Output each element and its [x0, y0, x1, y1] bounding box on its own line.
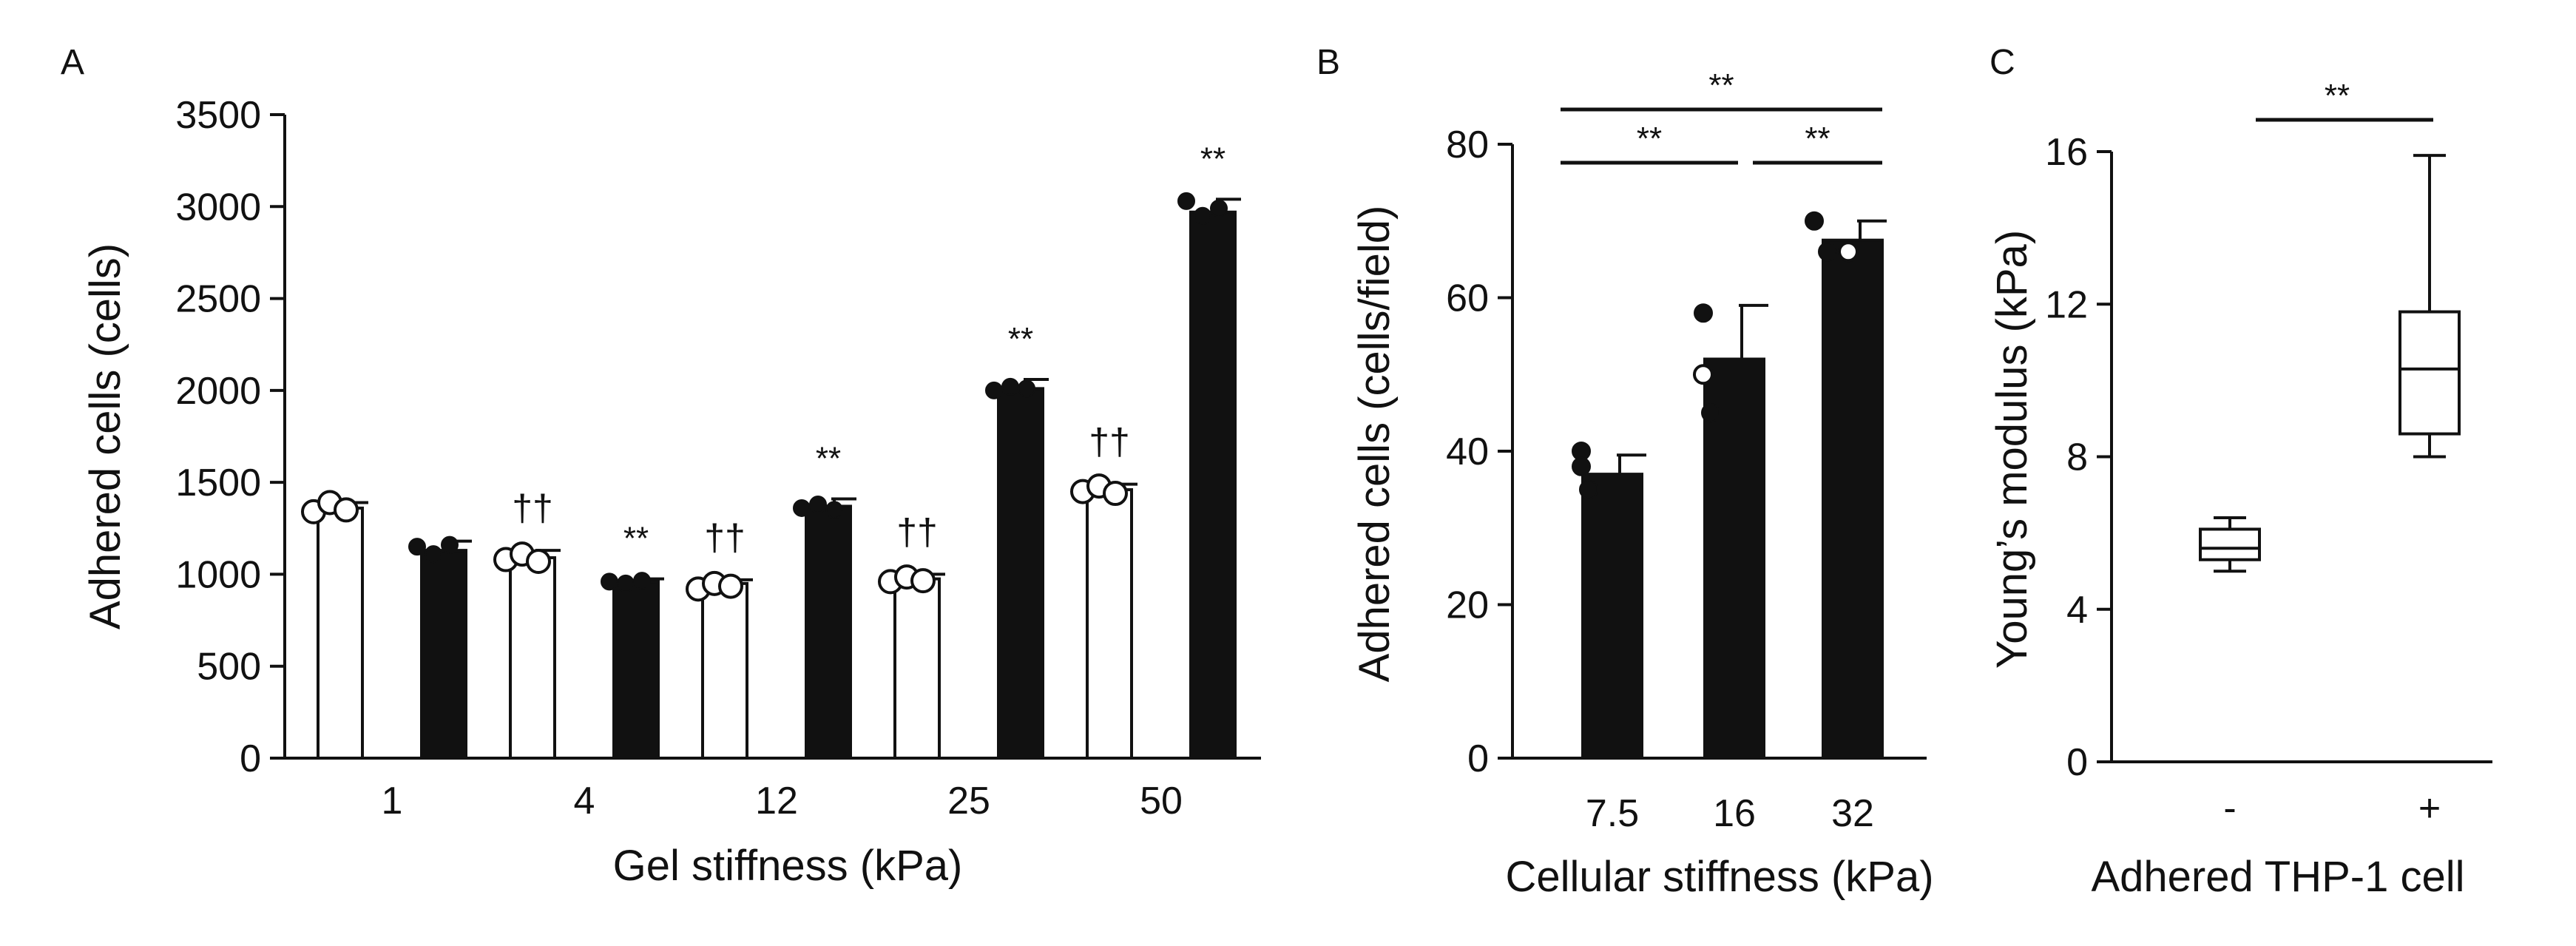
- bar-black: [1189, 210, 1237, 760]
- y-tick-label: 12: [2045, 283, 2088, 326]
- x-tick-label: 25: [947, 780, 990, 822]
- y-tick-label: 500: [197, 646, 261, 689]
- bar-black: [612, 580, 660, 760]
- y-tick-label: 40: [1446, 430, 1489, 473]
- y-tick-label: 16: [2045, 131, 2088, 174]
- significance-annotation: **: [1805, 121, 1830, 157]
- dagger-annotation: ††: [1089, 422, 1130, 463]
- y-tick-label: 1500: [175, 462, 261, 504]
- data-point: [1572, 456, 1591, 476]
- x-axis-title: Adhered THP-1 cell: [2091, 853, 2464, 901]
- data-point: [601, 572, 618, 591]
- y-tick-label: 2500: [175, 278, 261, 321]
- data-point: [441, 535, 459, 554]
- panel-a: A 0 500 1000 1500 2000 2500 3000 3500 Adhered cel…: [61, 43, 1261, 890]
- panel-label: B: [1316, 43, 1340, 82]
- data-point: [408, 538, 426, 556]
- x-tick-label: 1: [382, 780, 403, 822]
- y-tick-label: 3500: [175, 94, 261, 137]
- y-tick-label: 0: [2066, 741, 2088, 784]
- data-point: [1018, 379, 1035, 398]
- bar-white: [317, 506, 364, 760]
- y-tick-label: 1000: [175, 553, 261, 596]
- bar-white: [509, 556, 556, 760]
- y-tick-label: 60: [1446, 277, 1489, 320]
- x-tick-label: 16: [1713, 792, 1756, 835]
- data-point: [1838, 241, 1859, 263]
- data-point: [1693, 364, 1714, 385]
- y-tick-label: 3000: [175, 186, 261, 229]
- bar-black: [420, 549, 467, 760]
- significance-annotation: **: [2325, 78, 2350, 114]
- significance-annotation: **: [1008, 321, 1033, 357]
- y-tick-label: 4: [2066, 589, 2088, 632]
- data-point: [633, 572, 651, 590]
- y-tick-label: 8: [2066, 436, 2088, 479]
- x-axis-title: Cellular stiffness (kPa): [1505, 853, 1933, 901]
- y-tick-label: 0: [240, 737, 261, 780]
- panel-label: A: [61, 43, 84, 82]
- data-point: [1694, 303, 1713, 323]
- data-point: [1177, 192, 1195, 210]
- x-tick-label: 12: [755, 780, 798, 822]
- panel-label: C: [1990, 43, 2015, 82]
- dagger-annotation: ††: [896, 511, 938, 553]
- bar-white: [1086, 488, 1133, 760]
- y-axis-title: Adhered cells (cells): [81, 243, 129, 629]
- data-point: [825, 501, 843, 519]
- bar: [1822, 238, 1884, 760]
- bar: [1703, 357, 1765, 760]
- data-point: [425, 545, 442, 564]
- bar-white: [893, 577, 941, 760]
- dagger-annotation: ††: [704, 517, 746, 558]
- data-point: [793, 499, 811, 517]
- box: [2199, 527, 2261, 561]
- y-axis-title: Adhered cells (cells/field): [1350, 206, 1399, 683]
- x-tick-label: 32: [1831, 792, 1874, 835]
- data-point: [718, 573, 743, 599]
- data-point: [985, 381, 1003, 399]
- box: [2398, 310, 2461, 436]
- y-tick-label: 20: [1446, 584, 1489, 627]
- data-point: [617, 574, 635, 592]
- data-point: [1579, 479, 1598, 499]
- bar-black: [997, 387, 1044, 760]
- significance-annotation: **: [1637, 121, 1662, 157]
- significance-annotation: **: [816, 441, 841, 477]
- significance-annotation: **: [623, 521, 649, 557]
- x-tick-label: -: [2223, 787, 2236, 830]
- data-point: [1818, 242, 1837, 262]
- significance-annotation: **: [1708, 67, 1734, 104]
- data-point: [526, 549, 551, 575]
- significance-annotation: **: [1200, 141, 1226, 177]
- data-point: [1103, 481, 1128, 507]
- x-tick-label: 4: [574, 780, 595, 822]
- panel-b: B 0 20 40 60 80 Adhered cells (cells/field) Cel…: [1316, 43, 1934, 901]
- x-tick-label: +: [2418, 787, 2441, 830]
- dagger-annotation: ††: [512, 487, 553, 529]
- data-point: [1701, 403, 1720, 423]
- x-tick-label: 7.5: [1586, 792, 1639, 835]
- bar-black: [805, 504, 852, 760]
- bar: [1581, 473, 1643, 760]
- data-point: [1210, 199, 1228, 217]
- y-tick-label: 0: [1467, 737, 1489, 780]
- data-point: [809, 495, 827, 513]
- y-tick-label: 2000: [175, 370, 261, 413]
- bar-white: [701, 581, 748, 760]
- panel-c: C 0 4 8 12 16 Young’s modulus (kPa) Adhered THP…: [1988, 43, 2492, 901]
- data-point: [1001, 377, 1019, 396]
- data-point: [334, 497, 359, 523]
- x-tick-label: 50: [1140, 780, 1183, 822]
- data-point: [910, 568, 936, 594]
- y-axis-title: Young’s modulus (kPa): [1988, 230, 2036, 669]
- x-axis-title: Gel stiffness (kPa): [613, 842, 963, 890]
- data-point: [1805, 211, 1824, 231]
- y-tick-label: 80: [1446, 124, 1489, 166]
- data-point: [1194, 206, 1211, 225]
